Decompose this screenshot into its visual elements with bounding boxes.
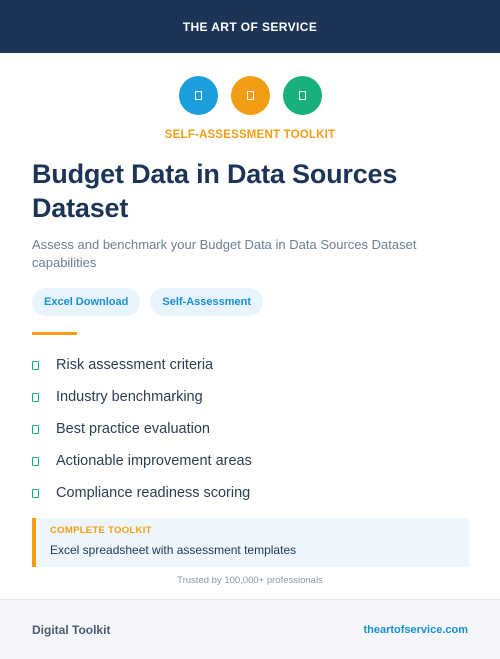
document-icon (282, 76, 322, 115)
check-icon (32, 392, 39, 402)
footer-bar: Digital Toolkit theartofservice.com (0, 599, 500, 659)
icon-row (0, 76, 500, 115)
check-icon (32, 424, 39, 434)
tag-list: Excel Download Self-Assessment (32, 288, 264, 316)
feature-list: Risk assessment criteria Industry benchm… (32, 349, 472, 509)
footer-label: Digital Toolkit (32, 622, 111, 637)
toolkit-callout: COMPLETE TOOLKIT Excel spreadsheet with … (32, 518, 469, 567)
list-item: Compliance readiness scoring (32, 477, 472, 509)
check-icon (32, 488, 39, 498)
list-item: Risk assessment criteria (32, 349, 472, 381)
tag-excel-download: Excel Download (32, 288, 141, 316)
check-icon (32, 456, 39, 466)
list-item: Actionable improvement areas (32, 445, 472, 477)
list-item: Industry benchmarking (32, 381, 472, 413)
accent-divider (32, 332, 77, 335)
trusted-note: Trusted by 100,000+ professionals (177, 575, 323, 586)
tag-self-assessment: Self-Assessment (150, 288, 264, 316)
check-icon (32, 360, 39, 370)
callout-text: Excel spreadsheet with assessment templa… (50, 543, 297, 557)
list-item: Best practice evaluation (32, 413, 472, 445)
callout-title: COMPLETE TOOLKIT (50, 525, 152, 536)
page-subtitle: Assess and benchmark your Budget Data in… (32, 237, 417, 270)
page-title: Budget Data in Data Sources Dataset (32, 159, 398, 223)
website-link[interactable]: theartofservice.com (363, 623, 468, 636)
header-bar: THE ART OF SERVICE (0, 0, 500, 53)
brand-name: THE ART OF SERVICE (182, 19, 318, 34)
document-icon (230, 76, 270, 115)
document-icon (178, 76, 218, 115)
kicker-label: SELF-ASSESSMENT TOOLKIT (164, 129, 336, 141)
